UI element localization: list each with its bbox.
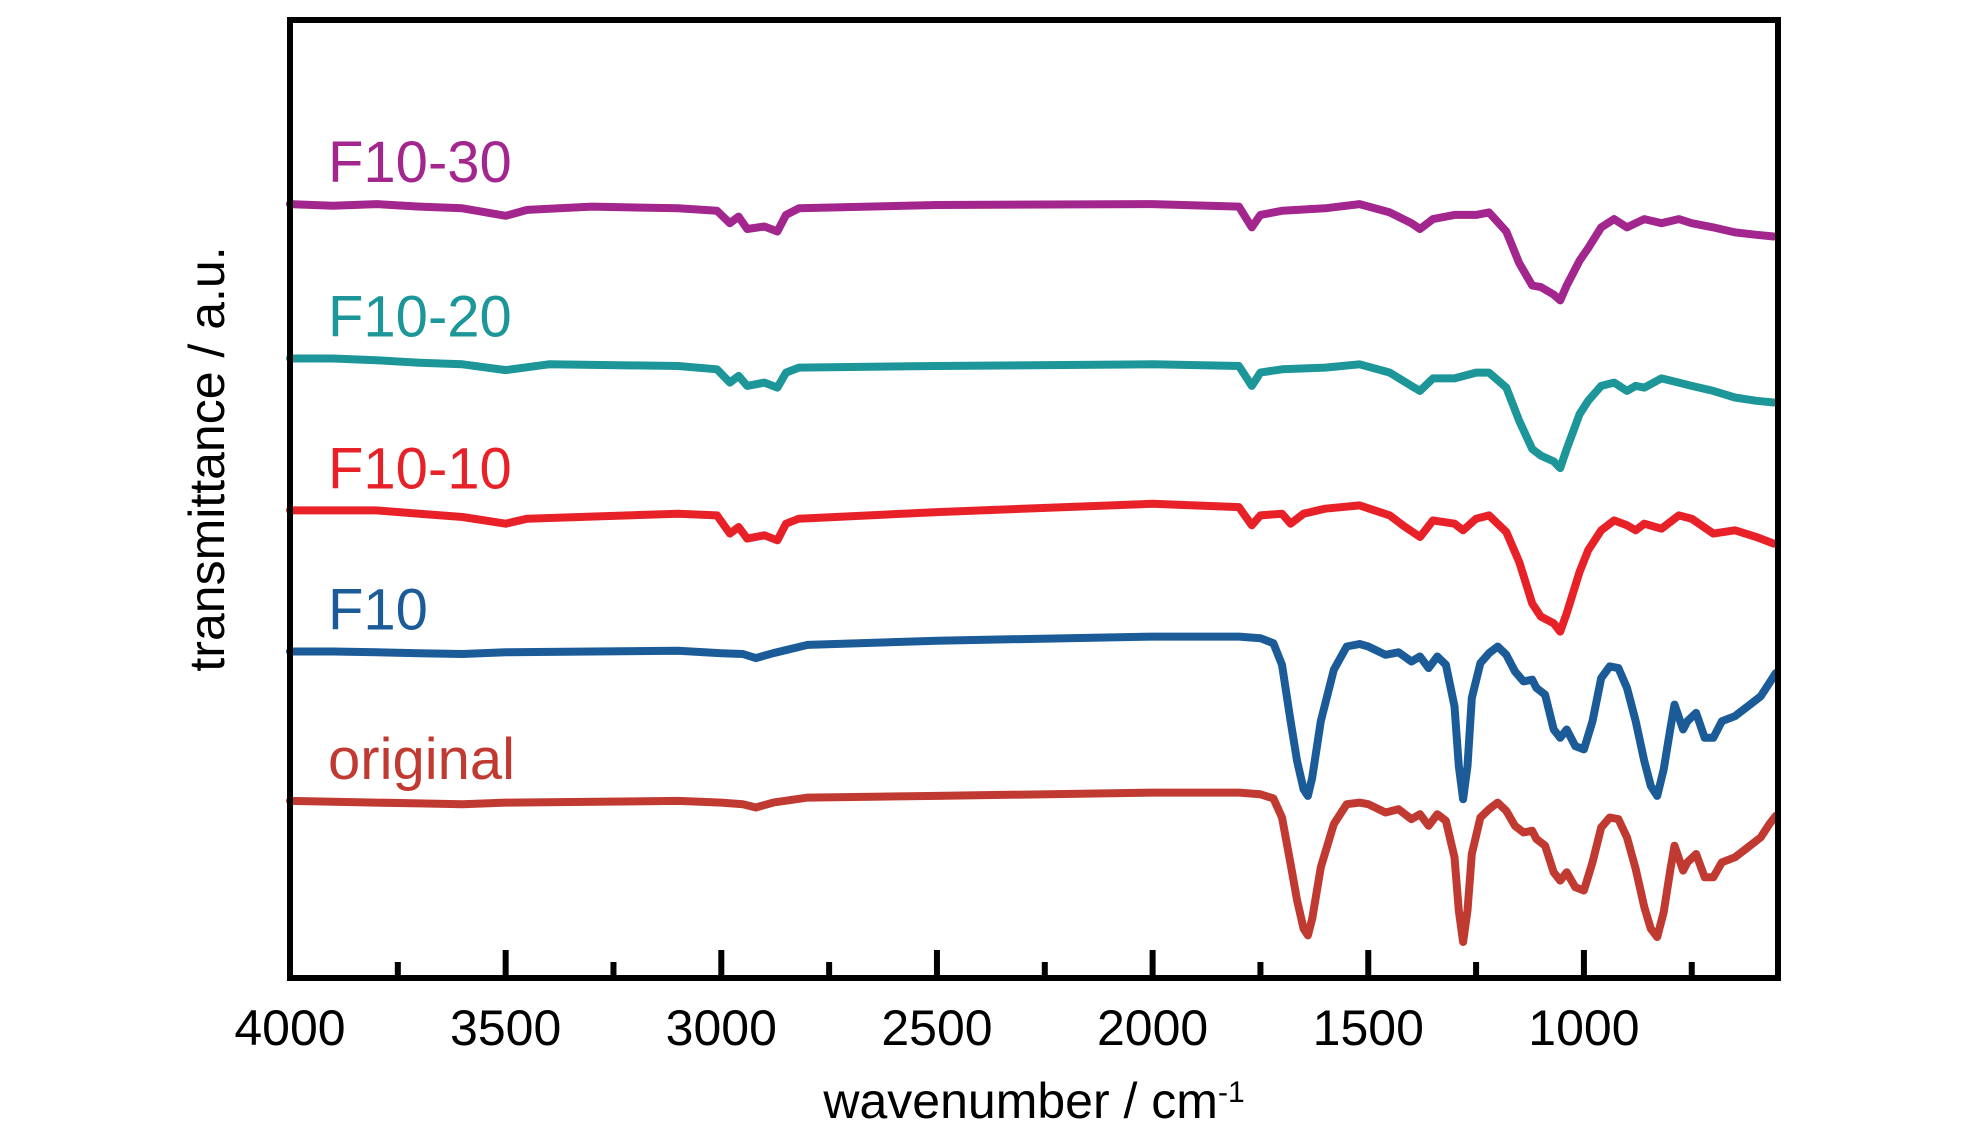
series-label-f10: F10 [328, 578, 428, 643]
series-line-f10-30 [286, 200, 1778, 305]
x-tick-label-1000: 1000 [1528, 1000, 1639, 1056]
x-axis-title: wavenumber / cm-1 [822, 1073, 1244, 1129]
series-label-f10-30: F10-30 [328, 130, 512, 195]
x-tick-label-3500: 3500 [450, 1000, 561, 1056]
series-line-original [286, 788, 1780, 946]
series-line-f10-20 [286, 354, 1778, 473]
y-axis-title: transmittance / a.u. [179, 246, 235, 671]
series-line-f10-10 [286, 499, 1778, 636]
series-label-original: original [328, 727, 515, 792]
x-axis-title-text: wavenumber / cm [822, 1073, 1218, 1129]
x-tick-label-2500: 2500 [881, 1000, 992, 1056]
x-tick-label-2000: 2000 [1097, 1000, 1208, 1056]
x-tick-label-4000: 4000 [234, 1000, 345, 1056]
x-ticks-layer: 4000 3500 3000 2500 2000 1500 1000 [234, 950, 1695, 1056]
plot-frame [287, 17, 1781, 981]
x-tick-label-1500: 1500 [1313, 1000, 1424, 1056]
series-labels-layer: F10-30 F10-20 F10-10 F10 original [328, 130, 515, 792]
series-label-f10-10: F10-10 [328, 436, 512, 501]
series-line-f10 [286, 632, 1780, 804]
x-axis-title-superscript: -1 [1218, 1076, 1245, 1109]
series-layer [286, 200, 1780, 946]
series-label-f10-20: F10-20 [328, 285, 512, 350]
x-tick-label-3000: 3000 [666, 1000, 777, 1056]
